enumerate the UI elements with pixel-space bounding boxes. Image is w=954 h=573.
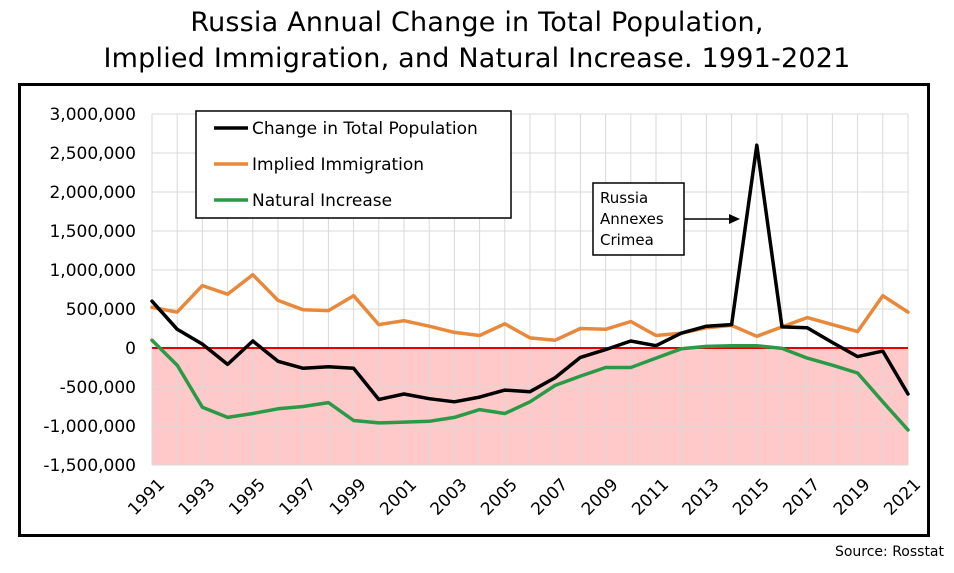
legend-label-immigration: Implied Immigration bbox=[252, 155, 424, 175]
x-tick-label: 2001 bbox=[376, 475, 421, 520]
y-tick-label: 2,500,000 bbox=[49, 144, 136, 164]
legend: Change in Total Population Implied Immig… bbox=[195, 110, 512, 219]
annotation-box bbox=[592, 182, 685, 256]
x-tick-label: 1993 bbox=[175, 475, 220, 520]
y-tick-label: -1,500,000 bbox=[43, 456, 136, 476]
chart-title-line-1: Russia Annual Change in Total Population… bbox=[190, 7, 764, 38]
y-tick-label: -500,000 bbox=[60, 378, 136, 398]
x-tick-label: 2015 bbox=[729, 475, 774, 520]
x-tick-label: 2005 bbox=[477, 475, 522, 520]
x-tick-label: 2003 bbox=[427, 475, 472, 520]
y-tick-label: 1,500,000 bbox=[49, 222, 136, 242]
y-tick-label: 3,000,000 bbox=[49, 105, 136, 125]
annotation-line-1: Russia bbox=[600, 189, 648, 207]
series-line-change-in-total-population bbox=[150, 143, 910, 404]
x-tick-label: 1997 bbox=[275, 475, 320, 520]
annotation-arrowhead bbox=[729, 214, 740, 224]
x-tick-label: 1999 bbox=[326, 475, 371, 520]
x-tick-label: 2011 bbox=[628, 475, 673, 520]
x-tick-label: 1991 bbox=[124, 475, 169, 520]
x-tick-label: 2013 bbox=[679, 475, 724, 520]
y-tick-label: -1,000,000 bbox=[43, 417, 136, 437]
x-tick-label: 2019 bbox=[830, 475, 875, 520]
legend-box bbox=[195, 110, 512, 219]
x-tick-label: 1995 bbox=[225, 475, 270, 520]
x-tick-label: 2017 bbox=[779, 475, 824, 520]
legend-label-total: Change in Total Population bbox=[252, 119, 478, 139]
x-tick-label: 2009 bbox=[578, 475, 623, 520]
chart-frame bbox=[18, 83, 930, 537]
legend-label-natural: Natural Increase bbox=[252, 191, 392, 211]
source-note: Source: Rosstat bbox=[834, 544, 944, 560]
y-tick-label: 1,000,000 bbox=[49, 261, 136, 281]
annotation-line-2: Annexes bbox=[600, 210, 664, 228]
y-tick-label: 2,000,000 bbox=[49, 183, 136, 203]
chart-title-line-2: Implied Immigration, and Natural Increas… bbox=[103, 43, 851, 74]
y-tick-label: 500,000 bbox=[66, 300, 136, 320]
annotation-line-3: Crimea bbox=[600, 231, 654, 249]
y-tick-label: 0 bbox=[125, 339, 136, 359]
x-tick-label: 2021 bbox=[880, 475, 925, 520]
series-line-natural-increase bbox=[150, 338, 910, 432]
annotation: Russia Annexes Crimea bbox=[592, 182, 740, 256]
x-tick-label: 2007 bbox=[527, 475, 572, 520]
